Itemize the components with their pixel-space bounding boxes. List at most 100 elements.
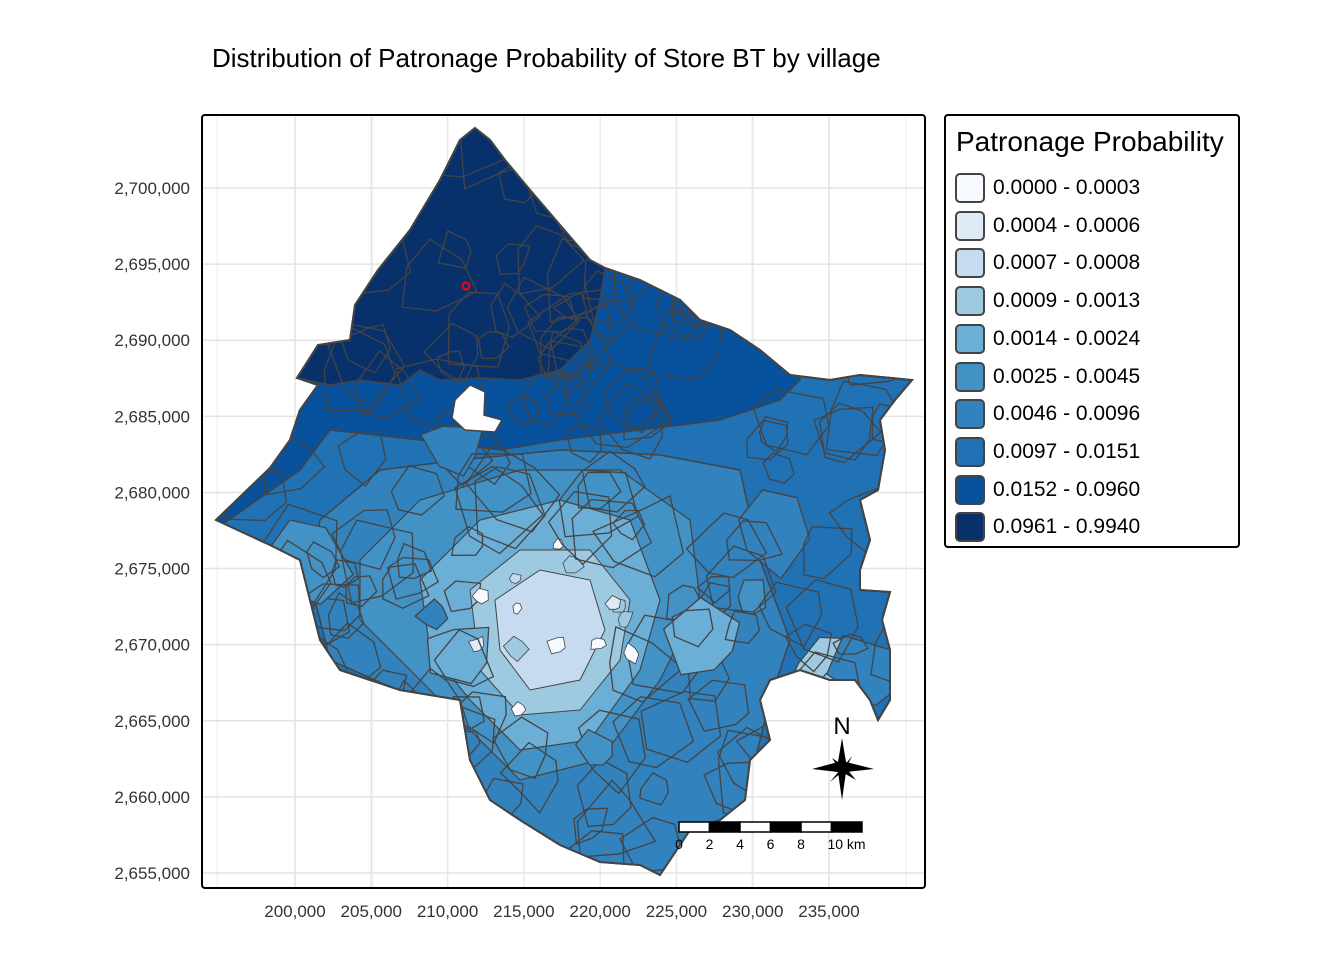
village-region — [622, 396, 671, 441]
village-region — [737, 579, 767, 615]
legend-swatch — [955, 474, 985, 505]
village-region — [701, 222, 731, 257]
village-region — [216, 580, 263, 639]
village-region — [795, 238, 883, 313]
village-region — [247, 668, 337, 749]
village-region — [870, 620, 912, 692]
legend-item: 0.0000 - 0.0003 — [955, 170, 1140, 206]
village-region — [581, 161, 629, 218]
village-region — [403, 830, 452, 875]
north-label: N — [833, 713, 850, 740]
village-region — [455, 453, 532, 513]
village-region — [291, 251, 338, 297]
village-region — [231, 372, 283, 431]
village-region — [436, 350, 465, 384]
scale-bar-label: 6 — [767, 836, 775, 852]
village-region — [234, 781, 290, 844]
village-region — [534, 159, 572, 199]
village-region — [771, 681, 803, 713]
village-region — [477, 330, 510, 360]
village-region — [311, 670, 345, 705]
village-region — [745, 158, 777, 190]
village-region — [517, 225, 586, 295]
village-region — [752, 212, 786, 248]
village-region — [304, 799, 361, 875]
region-class-0007 — [494, 569, 606, 691]
village-region — [509, 572, 522, 584]
village-region — [859, 322, 889, 365]
village-region — [368, 128, 436, 168]
village-region — [719, 213, 802, 285]
village-region — [737, 489, 811, 580]
village-region — [754, 137, 818, 216]
village-region — [596, 382, 664, 460]
village-region — [506, 276, 580, 351]
village-region — [414, 598, 449, 631]
village-region — [490, 282, 541, 338]
village-region — [216, 128, 284, 190]
village-region — [725, 520, 784, 562]
village-region — [495, 243, 531, 275]
legend-item: 0.0025 - 0.0045 — [955, 359, 1140, 395]
village-region — [540, 316, 613, 378]
x-tick-label: 205,000 — [341, 902, 402, 921]
village-region — [577, 471, 622, 510]
village-region — [536, 340, 593, 396]
village-region — [443, 580, 482, 613]
scale-bar-label: 2 — [706, 836, 714, 852]
village-region — [361, 808, 408, 857]
village-region — [371, 697, 430, 779]
village-region — [397, 542, 433, 580]
village-region — [357, 745, 441, 828]
village-region — [609, 625, 684, 703]
village-region — [523, 293, 578, 333]
village-region — [250, 647, 312, 716]
village-region — [751, 216, 792, 247]
village-region — [884, 416, 912, 490]
village-region — [266, 218, 334, 292]
village-region — [372, 778, 410, 811]
village-region — [254, 748, 290, 778]
village-region — [766, 841, 823, 875]
village-region — [216, 714, 277, 790]
y-tick-label: 2,675,000 — [114, 560, 190, 579]
scale-bar-segment — [830, 821, 863, 833]
legend-item: 0.0009 - 0.0013 — [955, 283, 1140, 319]
legend-item: 0.0152 - 0.0960 — [955, 472, 1140, 508]
village-region — [576, 758, 632, 828]
village-region — [392, 771, 454, 838]
y-tick-label: 2,655,000 — [114, 864, 190, 883]
legend-label: 0.0000 - 0.0003 — [993, 176, 1141, 199]
y-tick-label: 2,670,000 — [114, 636, 190, 655]
village-region — [612, 696, 695, 769]
village-region — [423, 322, 479, 385]
village-region — [218, 710, 288, 790]
village-region — [370, 774, 423, 824]
village-region — [802, 526, 853, 580]
village-region — [571, 498, 653, 569]
scale-bar-segment — [769, 821, 802, 833]
village-region — [671, 608, 714, 648]
village-region — [502, 635, 530, 662]
village-region — [704, 128, 781, 173]
village-region — [571, 361, 674, 449]
village-region — [331, 509, 396, 570]
village-region — [552, 538, 565, 550]
village-region — [390, 465, 445, 516]
village-region — [584, 270, 633, 326]
village-region — [220, 192, 276, 252]
village-region — [218, 351, 270, 402]
village-region — [691, 128, 756, 183]
village-region — [574, 728, 613, 766]
legend-item: 0.0961 - 0.9940 — [955, 509, 1140, 545]
village-regions — [214, 126, 915, 877]
village-region — [244, 674, 299, 733]
village-region — [819, 402, 882, 464]
village-region — [667, 153, 742, 236]
village-region — [259, 214, 291, 250]
village-region — [784, 623, 833, 673]
village-region — [639, 772, 670, 806]
village-region — [321, 145, 354, 178]
village-region — [640, 690, 722, 764]
village-region — [354, 186, 403, 251]
